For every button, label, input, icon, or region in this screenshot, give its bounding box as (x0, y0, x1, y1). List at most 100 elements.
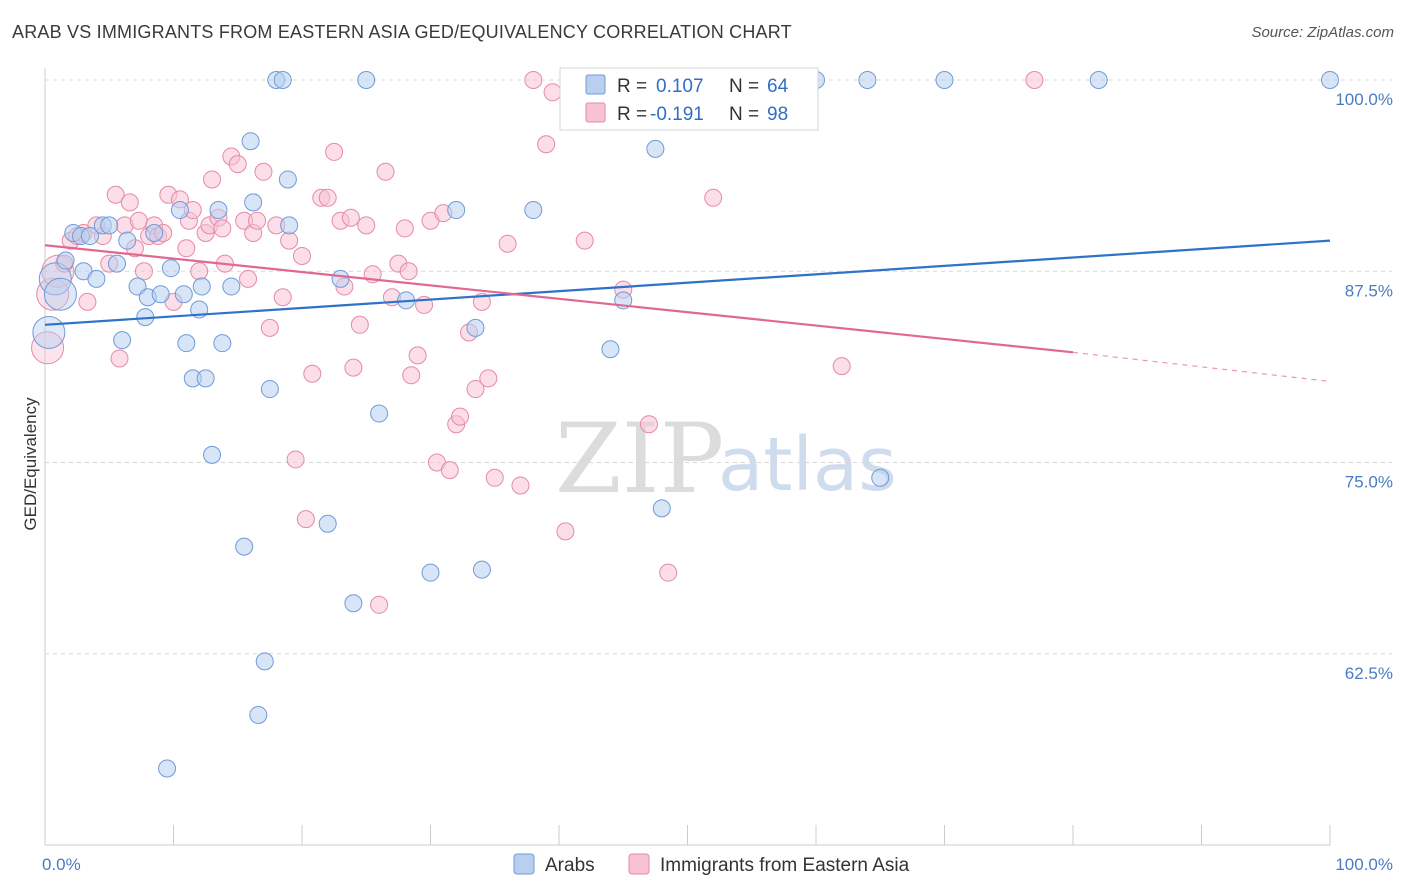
arabs-point-10 (100, 216, 119, 235)
immigrants-point-77 (472, 292, 491, 311)
immigrants-point-83 (537, 135, 556, 154)
immigrants-point-33 (213, 219, 232, 238)
immigrants-point-41 (254, 162, 273, 181)
immigrants-point-84 (543, 83, 562, 102)
y-tick-label-3: 100.0% (1335, 90, 1393, 109)
legend-swatch-immigrants (585, 102, 606, 123)
y-tick-label-0: 62.5% (1345, 664, 1393, 683)
chart-title: ARAB VS IMMIGRANTS FROM EASTERN ASIA GED… (12, 22, 792, 42)
arabs-point-11 (107, 254, 126, 273)
arabs-point-43 (331, 269, 350, 288)
immigrants-point-25 (177, 239, 196, 258)
arabs-point-63 (1321, 71, 1339, 89)
arabs-point-40 (278, 170, 297, 189)
y-axis-label: GED/Equivalency (21, 397, 40, 531)
arabs-point-33 (241, 132, 260, 151)
immigrants-point-80 (498, 234, 517, 253)
immigrants-point-58 (357, 216, 376, 235)
immigrants-point-89 (659, 563, 678, 582)
arabs-point-21 (170, 201, 189, 220)
immigrants-point-16 (129, 211, 148, 230)
arabs-point-56 (652, 499, 671, 518)
x-tick-label-1: 100.0% (1335, 855, 1393, 874)
immigrants-point-92 (1025, 71, 1044, 89)
arabs-point-22 (174, 285, 193, 304)
legend-n-label: N = (729, 104, 759, 125)
immigrants-point-85 (556, 522, 575, 541)
arabs-point-62 (1089, 71, 1108, 89)
arabs-point-23 (177, 334, 196, 353)
trend-line-immigrants-extension (1072, 351, 1331, 383)
immigrants-point-49 (303, 364, 322, 383)
arabs-point-32 (235, 537, 254, 556)
arabs-point-3 (56, 251, 75, 270)
immigrants-point-44 (273, 288, 292, 307)
immigrants-point-90 (704, 188, 723, 207)
arabs-point-28 (203, 445, 222, 464)
arabs-point-35 (249, 705, 268, 724)
arabs-point-18 (151, 285, 170, 304)
arabs-point-59 (858, 71, 877, 89)
source-credit: Source: ZipAtlas.com (1251, 24, 1394, 41)
immigrants-point-74 (451, 407, 470, 426)
arabs-point-42 (318, 514, 337, 533)
immigrants-point-66 (402, 366, 421, 385)
grid-lines (45, 79, 1392, 655)
y-tick-label-1: 75.0% (1345, 473, 1393, 492)
immigrants-point-51 (318, 188, 337, 207)
bottom-legend-immigrants: Immigrants from Eastern Asia (660, 855, 910, 876)
immigrants-point-0 (31, 331, 65, 365)
arabs-point-0 (32, 315, 66, 349)
arabs-point-49 (447, 201, 466, 220)
series-legend: Arabs Immigrants from Eastern Asia (513, 853, 910, 876)
legend-r-label: R = (617, 76, 647, 97)
arabs-point-46 (370, 404, 389, 423)
x-tick-labels: 0.0% 100.0% (42, 855, 1393, 874)
bottom-legend-arabs: Arabs (545, 855, 595, 876)
arabs-point-7 (80, 227, 99, 246)
trend-lines (44, 239, 1331, 383)
arabs-point-12 (113, 331, 132, 350)
arabs-point-39 (273, 71, 292, 89)
arabs-point-34 (244, 193, 263, 212)
arabs-point-30 (213, 334, 232, 353)
arabs-point-19 (158, 759, 177, 778)
immigrants-point-61 (376, 162, 395, 181)
immigrants-point-55 (341, 208, 360, 227)
arabs-point-17 (145, 224, 164, 242)
arabs-point-48 (421, 563, 440, 582)
arabs-point-44 (344, 594, 363, 613)
arabs-point-8 (87, 269, 106, 288)
immigrants-point-91 (832, 357, 851, 376)
arabs-point-27 (196, 369, 215, 388)
immigrants-point-36 (228, 155, 247, 174)
arabs-point-53 (601, 340, 620, 359)
arabs-point-51 (472, 560, 491, 579)
watermark-atlas: atlas (718, 422, 897, 508)
immigrants-point-78 (479, 369, 498, 388)
arabs-point-50 (466, 318, 485, 337)
immigrants-point-14 (120, 193, 139, 212)
arabs-point-45 (357, 71, 376, 89)
legend-n-label: N = (729, 76, 759, 97)
immigrants-point-67 (408, 346, 427, 365)
arabs-point-29 (209, 201, 228, 220)
bottom-legend-swatch-arabs (513, 853, 535, 875)
immigrants-point-76 (466, 380, 485, 399)
immigrants-point-1 (36, 277, 70, 311)
immigrants-point-31 (203, 170, 222, 189)
arabs-point-60 (871, 468, 890, 487)
immigrants-point-88 (639, 415, 658, 434)
legend-n-value-arabs: 64 (767, 76, 789, 97)
arabs-point-55 (646, 139, 665, 158)
immigrants-point-28 (190, 262, 209, 281)
arabs-point-20 (161, 259, 180, 278)
arabs-point-13 (118, 231, 137, 250)
immigrants-point-38 (239, 269, 258, 288)
y-tick-label-2: 87.5% (1345, 281, 1393, 300)
bottom-legend-swatch-immigrants (628, 853, 650, 875)
legend-r-value-immigrants: -0.191 (650, 104, 704, 125)
arabs-point-61 (935, 71, 954, 89)
immigrants-point-11 (106, 185, 125, 204)
x-tick-label-0: 0.0% (42, 855, 81, 874)
